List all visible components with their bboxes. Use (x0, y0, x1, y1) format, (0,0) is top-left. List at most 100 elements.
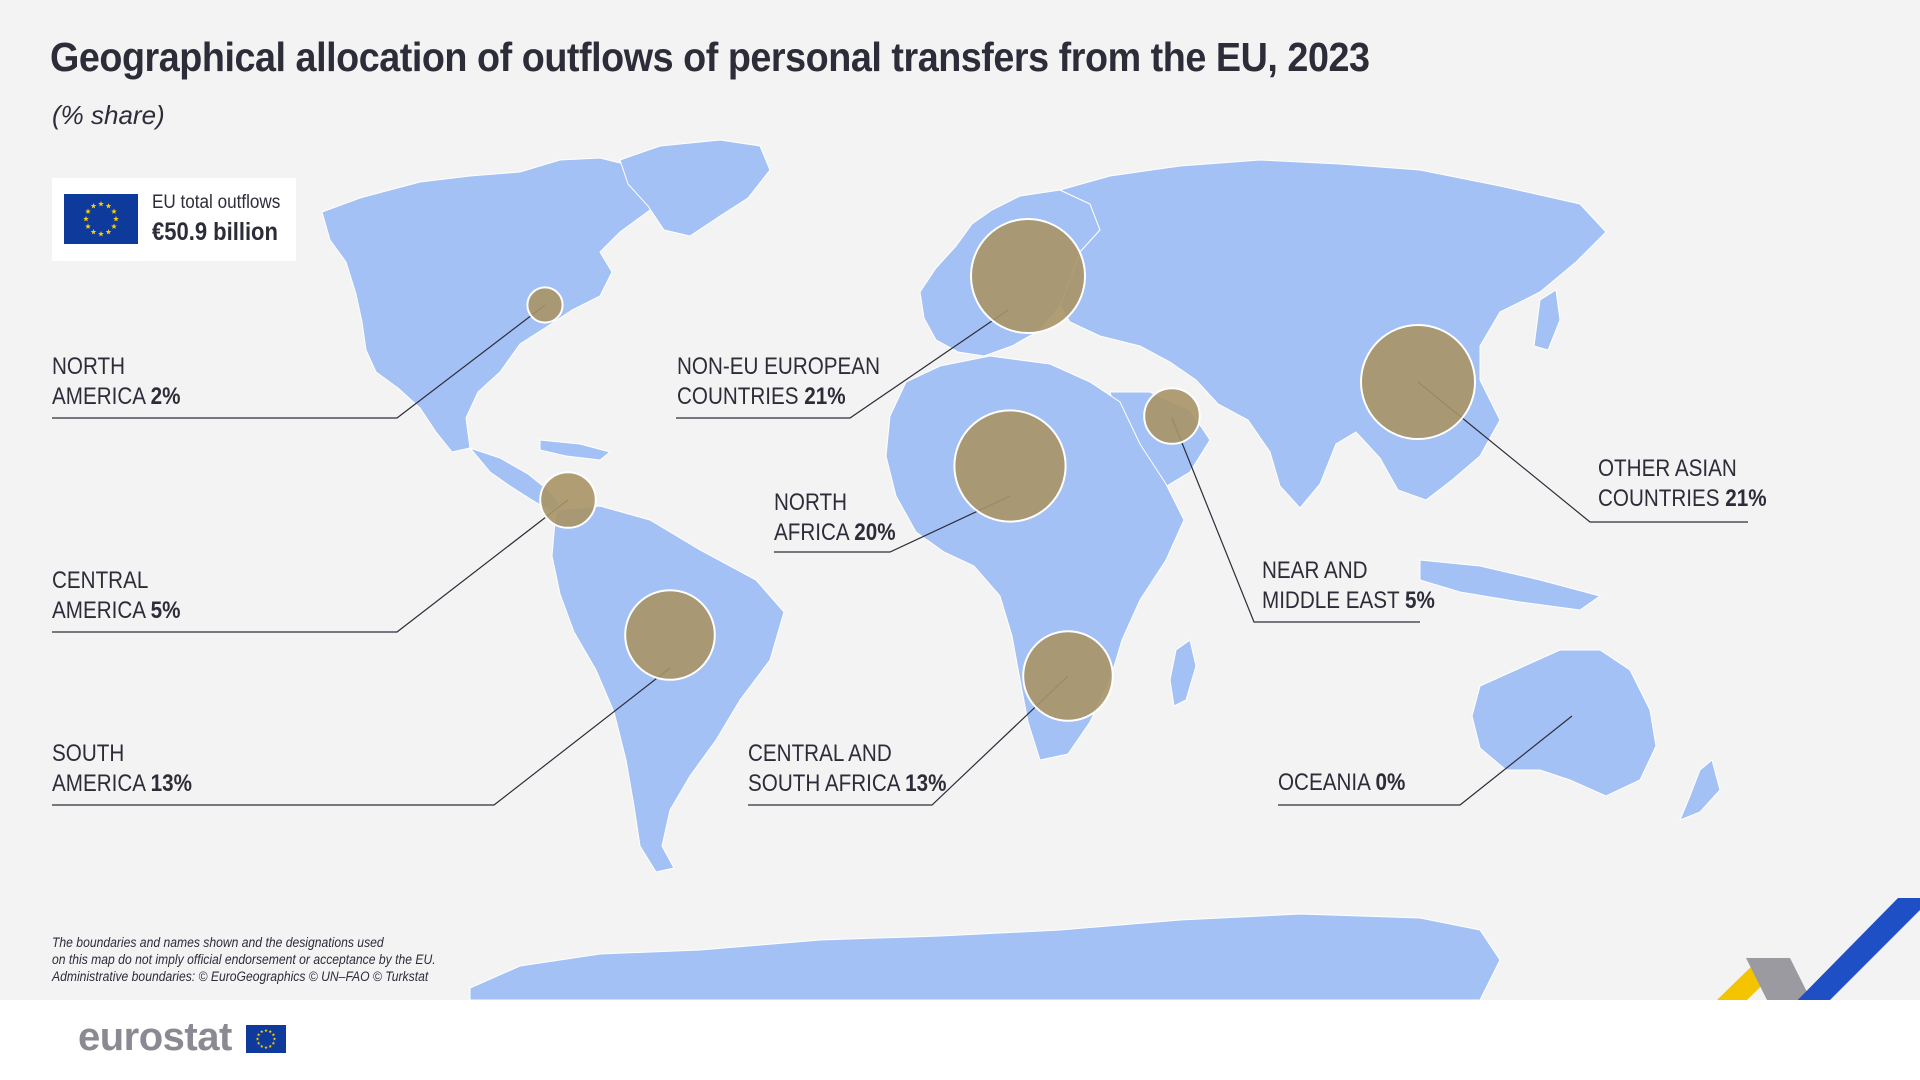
label-north-america: NORTH AMERICA 2% (52, 352, 180, 412)
leader-north-america (52, 304, 546, 419)
label-line1: NORTH (52, 353, 126, 380)
flag-star (264, 1028, 268, 1032)
eu-stars (83, 201, 119, 237)
leader-near-middle-east (1171, 417, 1420, 623)
label-line2: OCEANIA (1278, 769, 1370, 796)
label-line1: CENTRAL (52, 567, 149, 594)
label-line2: AFRICA (774, 519, 849, 546)
label-line2: MIDDLE EAST (1262, 587, 1400, 614)
map-disclaimer: The boundaries and names shown and the d… (52, 934, 436, 985)
label-line2: SOUTH AFRICA (748, 770, 900, 797)
label-north-africa: NORTH AFRICA 20% (774, 488, 896, 548)
flag-star (271, 1041, 276, 1045)
label-line2: COUNTRIES (677, 383, 799, 410)
label-line1: NON-EU EUROPEAN (677, 353, 880, 380)
leader-non-eu-european (676, 309, 1009, 419)
flag-star (105, 228, 112, 235)
land-south-america (551, 505, 785, 873)
ribbon-blue (1780, 898, 1920, 1018)
label-line2: AMERICA (52, 597, 145, 624)
label-south-america: SOUTH AMERICA 13% (52, 739, 192, 799)
land-antarctica (469, 913, 1501, 1001)
eu-stars-small (255, 1028, 277, 1049)
leader-oceania (1278, 715, 1573, 806)
disclaimer-line2: on this map do not imply official endors… (52, 952, 436, 967)
leader-lines (52, 304, 1748, 806)
bubble-non-eu-european (970, 218, 1086, 334)
disclaimer-line1: The boundaries and names shown and the d… (52, 935, 384, 950)
label-pct: 2% (150, 383, 181, 410)
leader-other-asian (1417, 381, 1748, 523)
flag-star (256, 1032, 261, 1037)
label-line1: SOUTH (52, 740, 125, 767)
totals-caption: EU total outflows (152, 192, 281, 213)
eu-flag-icon (64, 194, 138, 244)
label-line1: NEAR AND (1262, 557, 1368, 584)
flag-star (260, 1029, 264, 1034)
label-pct: 21% (1725, 485, 1767, 512)
label-other-asian: OTHER ASIAN COUNTRIES 21% (1598, 454, 1767, 514)
page-subtitle: (% share) (52, 100, 165, 130)
flag-star (113, 216, 119, 222)
footer (0, 1000, 1920, 1080)
land-greenland (619, 139, 771, 237)
flag-star (260, 1044, 264, 1048)
flag-star (264, 1045, 268, 1049)
bubble-north-america (526, 286, 564, 324)
flag-star (268, 1044, 272, 1048)
label-pct: 0% (1375, 769, 1406, 796)
share-bubbles (526, 218, 1476, 722)
totals-value: €50.9 billion (152, 218, 278, 246)
leader-south-america (52, 667, 671, 806)
flag-star (255, 1037, 260, 1041)
eu-flag-icon (246, 1025, 286, 1053)
land-new-zealand (1679, 759, 1721, 821)
leader-central-south-africa (748, 675, 1069, 806)
label-near-middle-east: NEAR AND MIDDLE EAST 5% (1262, 556, 1435, 616)
land-indonesia (1419, 559, 1602, 611)
totals-box: EU total outflows €50.9 billion (52, 178, 296, 261)
label-line2: AMERICA (52, 770, 145, 797)
flag-star (111, 208, 117, 214)
label-line1: NORTH (774, 489, 848, 516)
label-pct: 20% (854, 519, 896, 546)
flag-star (83, 216, 89, 222)
disclaimer-line3: Administrative boundaries: © EuroGeograp… (52, 969, 429, 984)
bubble-other-asian (1360, 324, 1476, 440)
land-north-america (321, 157, 661, 453)
label-pct: 5% (1405, 587, 1435, 614)
land-asia (1058, 159, 1607, 509)
flag-star (105, 203, 112, 209)
flag-star (268, 1029, 272, 1034)
flag-star (256, 1041, 261, 1045)
label-pct: 13% (905, 770, 947, 797)
bubble-central-america (539, 471, 597, 529)
land-madagascar (1169, 639, 1197, 707)
eurostat-logo: eurostat (78, 1015, 232, 1059)
flag-star (98, 201, 104, 207)
flag-star (85, 208, 91, 214)
label-non-eu-european: NON-EU EUROPEAN COUNTRIES 21% (677, 352, 880, 412)
label-pct: 21% (804, 383, 846, 410)
label-line1: OTHER ASIAN (1598, 455, 1737, 482)
label-oceania: OCEANIA 0% (1278, 768, 1405, 798)
label-line2: COUNTRIES (1598, 485, 1720, 512)
leader-central-america (52, 499, 569, 633)
label-central-south-africa: CENTRAL AND SOUTH AFRICA 13% (748, 739, 946, 799)
flag-star (111, 223, 117, 229)
label-line2: AMERICA (52, 383, 145, 410)
label-pct: 5% (150, 597, 181, 624)
land-caribbean (539, 439, 612, 461)
flag-star (85, 223, 91, 229)
leader-north-africa (774, 495, 1011, 553)
bubble-near-middle-east (1143, 387, 1201, 445)
flag-star (272, 1037, 277, 1041)
bubble-south-america (624, 589, 716, 681)
label-pct: 13% (150, 770, 192, 797)
page-title: Geographical allocation of outflows of p… (50, 34, 1370, 80)
label-line1: CENTRAL AND (748, 740, 892, 767)
flag-star (271, 1032, 276, 1037)
label-central-america: CENTRAL AMERICA 5% (52, 566, 180, 626)
